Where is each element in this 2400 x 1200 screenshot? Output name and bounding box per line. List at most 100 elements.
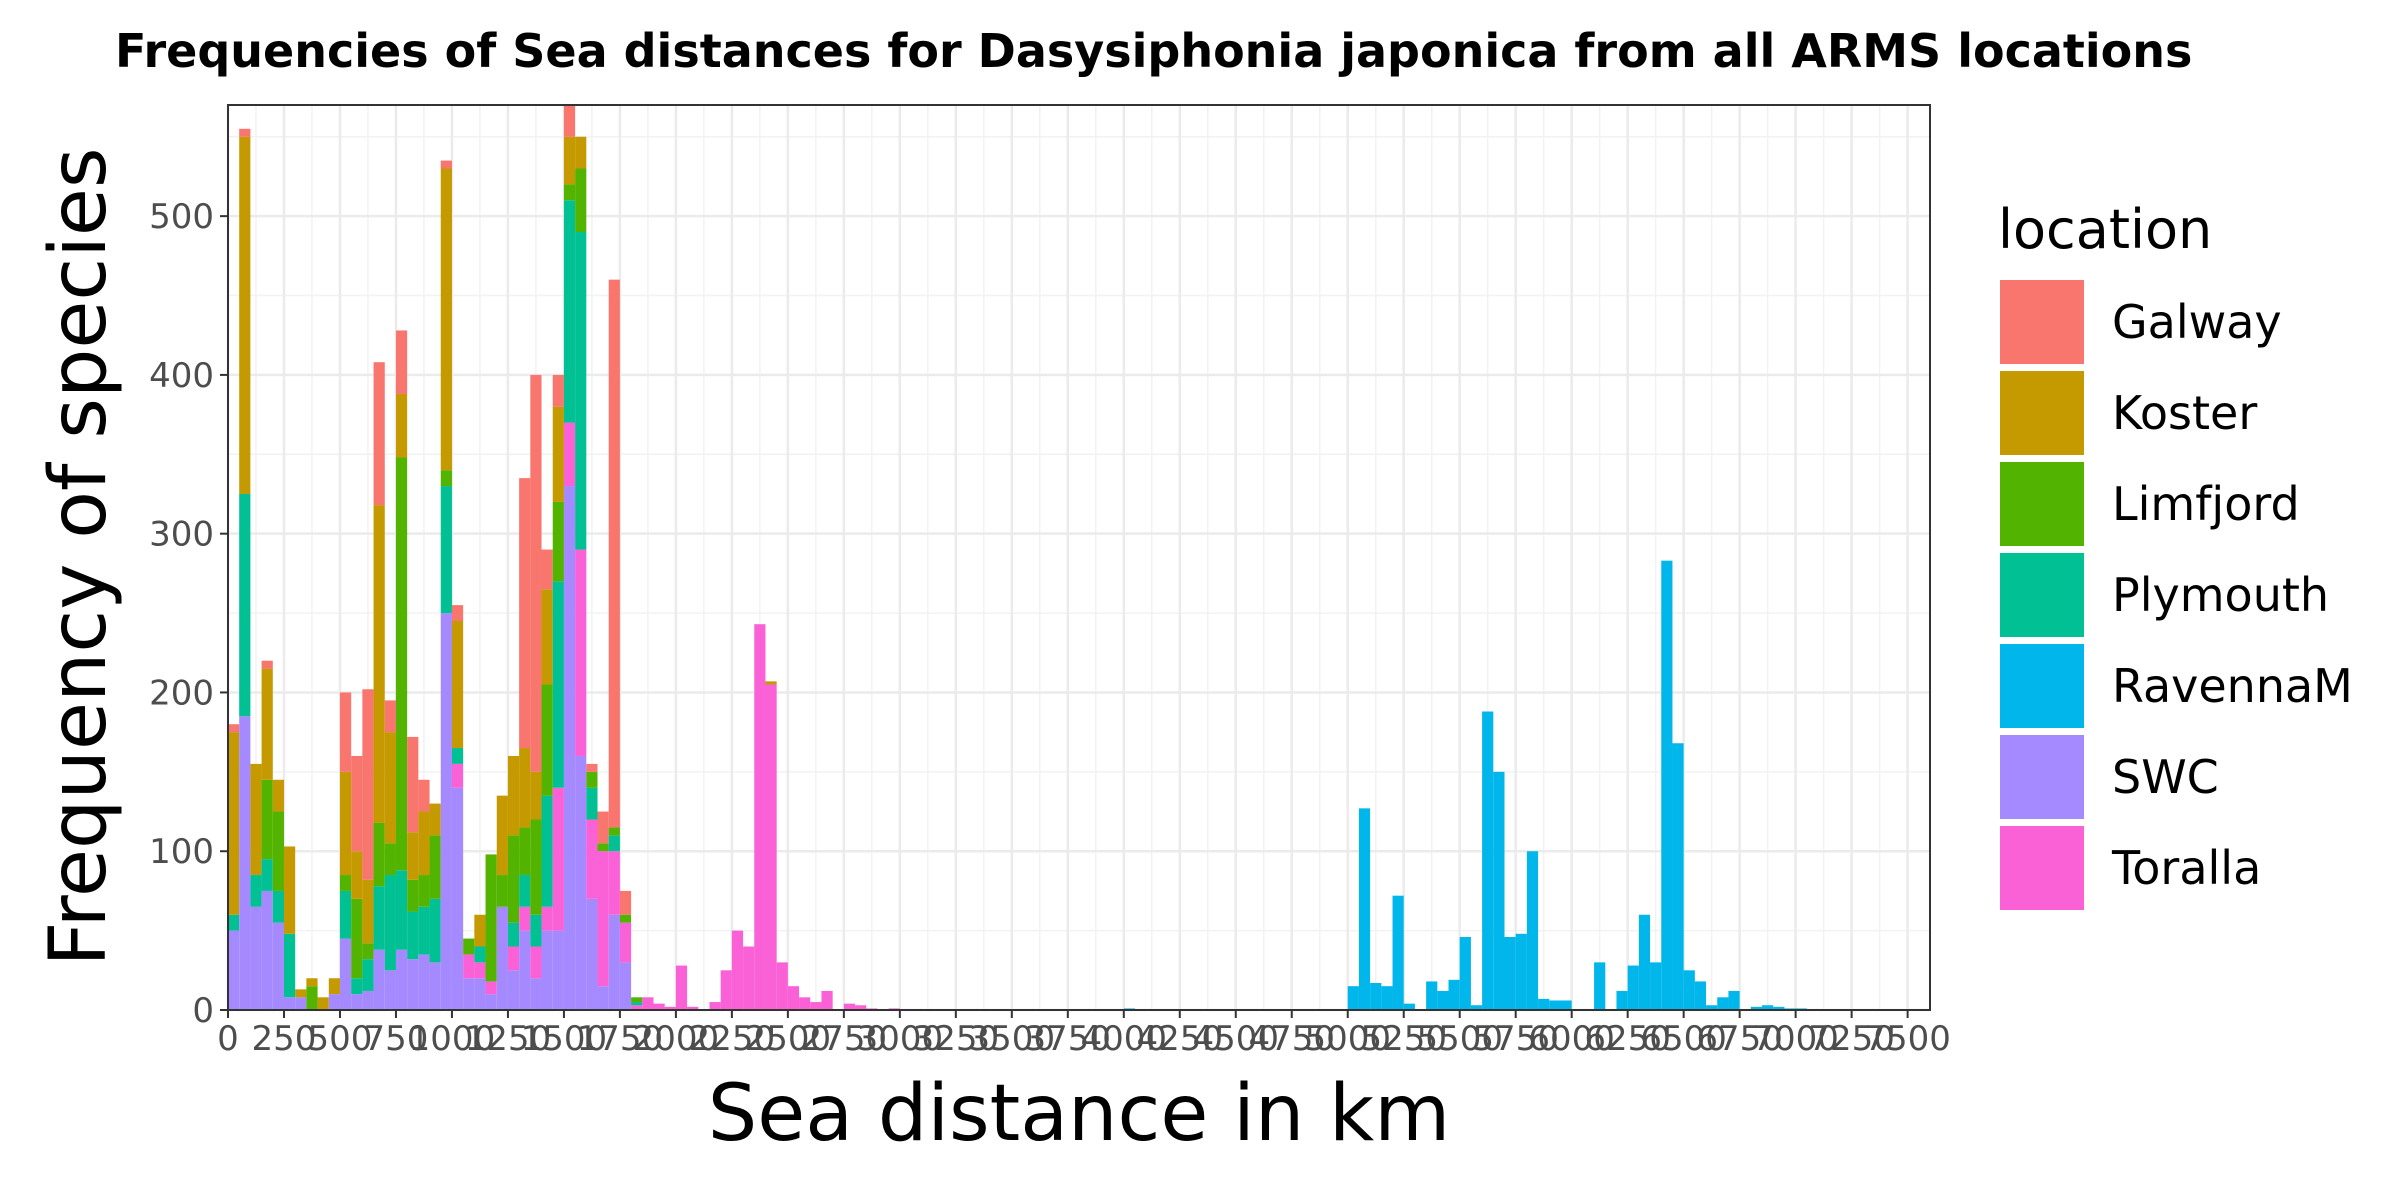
bar-segment-ravennam <box>1347 986 1359 1010</box>
bar-segment-limfjord <box>373 822 385 887</box>
bars-layer <box>228 105 1807 1011</box>
bar-segment-plymouth <box>440 486 452 614</box>
x-tick-label: 5750 <box>1472 1019 1559 1059</box>
x-tick-label: 0 <box>217 1019 239 1059</box>
bar-segment-plymouth <box>530 914 542 947</box>
bar-segment-plymouth <box>474 946 486 963</box>
bar-segment-swc <box>395 949 408 1010</box>
bar-segment-limfjord <box>485 854 497 982</box>
bar-segment-toralla <box>664 1006 676 1010</box>
bar-segment-swc <box>608 914 620 1010</box>
bar-segment-koster <box>429 803 441 836</box>
bar-segment-swc <box>485 994 497 1010</box>
bar-segment-swc <box>339 938 352 1010</box>
bar-segment-koster <box>440 168 452 471</box>
bar-segment-plymouth <box>552 581 564 788</box>
y-axis: 0 100 200 300 400 500 <box>149 197 228 1031</box>
bar-segment-plymouth <box>339 890 352 939</box>
x-tick-label: 2000 <box>633 1019 720 1059</box>
bar-segment-swc <box>239 716 251 1010</box>
bar-segment-galway <box>395 330 408 394</box>
bar-segment-limfjord <box>384 843 396 876</box>
bar-segment-swc <box>496 906 508 1010</box>
bar-segment-toralla <box>754 624 766 1010</box>
bar-segment-toralla <box>765 684 777 1010</box>
bar-segment-toralla <box>720 970 732 1010</box>
bar-segment-galway <box>362 689 374 880</box>
bar-segment-limfjord <box>407 879 419 912</box>
bar-segment-ravennam <box>1549 1000 1561 1010</box>
bar-segment-ravennam <box>1470 1005 1483 1010</box>
bar-segment-ravennam <box>1773 1006 1785 1010</box>
bar-segment-koster <box>261 668 273 780</box>
bar-segment-swc <box>451 787 464 1010</box>
bar-segment-toralla <box>608 851 620 915</box>
bar-segment-swc <box>519 930 531 1010</box>
bar-segment-koster <box>552 406 564 502</box>
bar-segment-ravennam <box>1594 962 1606 1010</box>
bar-segment-ravennam <box>1448 979 1460 1010</box>
x-tick-label: 7500 <box>1864 1019 1951 1059</box>
bar-segment-swc <box>362 990 374 1010</box>
bar-segment-toralla <box>810 1002 822 1010</box>
bar-segment-ravennam <box>1403 1003 1415 1010</box>
grid-minor-lines <box>228 105 1930 1010</box>
bar-segment-galway <box>384 700 396 733</box>
x-tick-label: 7000 <box>1752 1019 1839 1059</box>
bar-segment-plymouth <box>384 875 396 971</box>
bar-segment-koster <box>351 851 363 899</box>
bar-segment-plymouth <box>373 886 385 950</box>
bar-segment-koster <box>474 914 486 947</box>
bar-segment-ravennam <box>1627 965 1639 1010</box>
legend-key-toralla <box>2000 826 2084 910</box>
bar-segment-galway <box>586 763 598 772</box>
x-tick-label: 1250 <box>465 1019 552 1059</box>
bar-segment-galway <box>552 374 564 407</box>
bar-segment-toralla <box>776 962 788 1010</box>
bar-segment-plymouth <box>429 898 441 963</box>
bar-segment-swc <box>283 997 296 1010</box>
bar-segment-plymouth <box>575 232 587 550</box>
bar-segment-ravennam <box>1493 771 1505 1010</box>
bar-segment-swc <box>575 755 587 1010</box>
bar-segment-toralla <box>821 990 833 1010</box>
bar-segment-ravennam <box>1459 936 1471 1010</box>
bar-segment-galway <box>530 374 542 772</box>
bar-segment-ravennam <box>1538 998 1550 1010</box>
bar-segment-limfjord <box>272 811 284 891</box>
x-tick-label: 4500 <box>1192 1019 1279 1059</box>
bar-segment-galway <box>619 890 632 915</box>
bar-segment-plymouth <box>362 959 374 991</box>
bar-segment-galway <box>440 160 452 169</box>
bar-segment-swc <box>440 613 452 1010</box>
bar-segment-plymouth <box>239 493 251 717</box>
bar-segment-toralla <box>451 763 464 788</box>
bar-segment-swc <box>228 930 240 1010</box>
bar-segment-limfjord <box>463 938 475 955</box>
bar-segment-plymouth <box>261 859 273 891</box>
bar-segment-ravennam <box>1672 743 1684 1010</box>
bar-segment-swc <box>373 949 385 1010</box>
bar-segment-galway <box>373 362 385 506</box>
bar-segment-swc <box>507 970 520 1010</box>
bar-segment-koster <box>239 136 251 494</box>
bar-segment-galway <box>239 128 251 137</box>
legend-label-toralla: Toralla <box>2111 841 2261 895</box>
plot-border <box>227 104 1931 1011</box>
bar-segment-koster <box>507 755 520 836</box>
y-tick-label: 0 <box>192 991 214 1031</box>
bar-segment-toralla <box>530 946 542 979</box>
x-axis: 0 250500750100012501500175020002250250027… <box>217 1010 1951 1059</box>
y-tick-label: 300 <box>149 515 214 555</box>
y-tick-label: 200 <box>149 673 214 713</box>
bar-segment-limfjord <box>541 684 553 796</box>
bar-segment-koster <box>250 763 262 876</box>
bar-segment-swc <box>418 954 430 1010</box>
bar-segment-ravennam <box>1683 970 1695 1010</box>
bar-segment-galway <box>407 736 419 833</box>
bar-segment-swc <box>295 997 307 1010</box>
bar-segment-galway <box>339 692 352 772</box>
bar-segment-ravennam <box>1650 962 1662 1010</box>
bar-segment-plymouth <box>250 875 262 907</box>
